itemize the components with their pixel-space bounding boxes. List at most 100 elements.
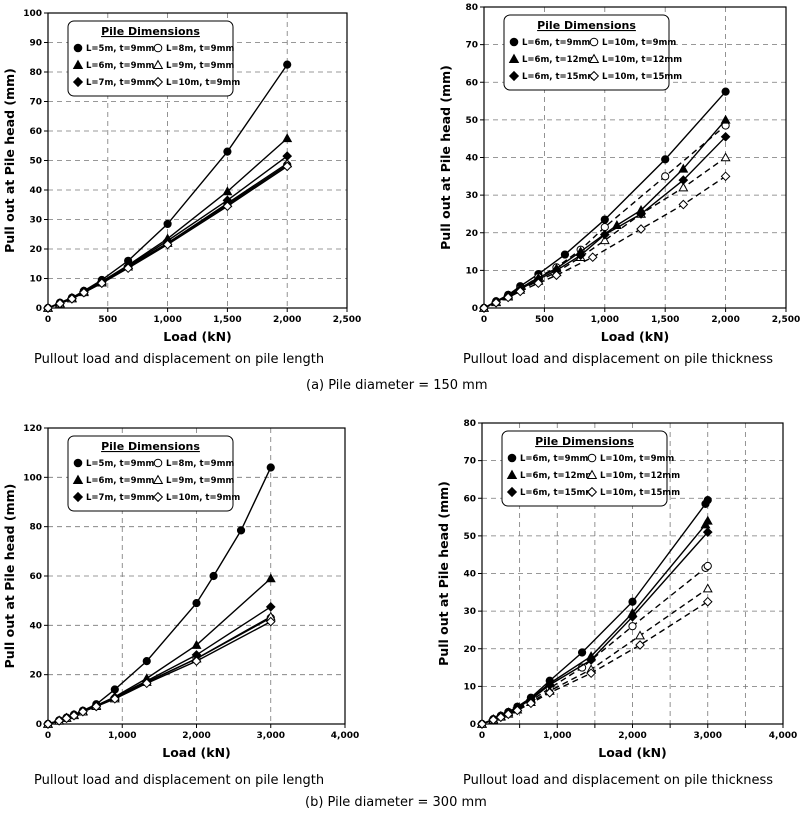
chart-a1-legend-marker: [73, 43, 83, 53]
chart-b2-series-l-6m-t-9mm-point: [703, 496, 712, 505]
chart-a2-legend-label: L=6m, t=12mm: [522, 55, 596, 65]
chart-a1-legend-label: L=8m, t=9mm: [166, 44, 234, 54]
chart-b1-series-l-10m-t-9mm-point: [43, 719, 53, 729]
chart-b1-series-l-10m-t-9mm-point: [54, 715, 64, 726]
chart-b1-series-l-10m-t-9mm-point: [109, 693, 120, 704]
chart-b2-xtick-label: 0: [479, 731, 485, 741]
chart-panel-a2: 0 500 1,000 1,500 2,000 2,500 0 10 20 30 40 50 60 70 8…: [430, 0, 800, 344]
chart-a2-legend-label: L=6m, t=9mm: [522, 38, 590, 48]
chart-a1-series-l-10m-t-9mm-point: [55, 298, 65, 309]
chart-b1-legend-marker: [152, 474, 164, 484]
chart-b2-series-l-6m-t-12mm-point: [702, 515, 713, 525]
chart-a2-series-l-6m-t-15mm-point: [678, 175, 689, 185]
chart-a2-series-l-10m-t-15mm-point: [515, 286, 526, 297]
chart-b2-legend-label: L=6m, t=12mm: [520, 471, 594, 481]
chart-b1-ylabel: Pull out at Pile head (mm): [2, 484, 17, 669]
chart-b2-series-l-10m-t-15mm-point: [702, 596, 713, 607]
chart-b1-series-l-5m-t-9mm-point: [236, 526, 246, 535]
chart-b1-xtick-label: 0: [45, 731, 51, 741]
chart-a2-series-l-6m-t-12mm-point: [678, 163, 689, 173]
chart-b2-ytick-label: 50: [463, 532, 476, 542]
chart-a1-series-l-10m-t-9mm-point: [79, 287, 89, 298]
chart-a1-svg: 0 500 1,000 1,500 2,000 2,500 0 10 20 30 40 50 60 70 8…: [2, 9, 361, 344]
chart-a2-series-l-10m-t-9mm-point: [600, 223, 609, 232]
chart-b2-series-l-10m-t-9mm-point: [703, 561, 712, 571]
chart-a1-series-l-5m-t-9mm-point: [283, 60, 292, 69]
chart-a2-ytick-label: 20: [465, 229, 478, 239]
chart-b1-series-l-5m-t-9mm-point: [209, 571, 218, 581]
chart-b1-legend-label: L=10m, t=9mm: [166, 493, 240, 503]
chart-a2-series-l-6m-t-15mm-point: [720, 131, 731, 142]
chart-b1-legend-title: Pile Dimensions: [101, 440, 200, 453]
figure-caption-b: (b) Pile diameter = 300 mm: [305, 795, 487, 810]
chart-a2-xtick-label: 500: [535, 315, 554, 325]
chart-b1-series-l-7m-t-9mm: [43, 601, 276, 729]
chart-a1-legend-marker: [72, 59, 84, 69]
chart-b1-ticks: 0 1,000 2,000 3,000 4,000 0 20 40 60 80 100 120: [23, 424, 359, 741]
chart-b1-legend-marker: [73, 458, 83, 468]
chart-b2-series-l-10m-t-15mm-point: [477, 719, 487, 729]
chart-a2-xlabel: Load (kN): [601, 329, 670, 344]
chart-a1-ylabel: Pull out at Pile head (mm): [2, 68, 17, 253]
chart-b2-legend-marker: [507, 453, 517, 463]
chart-b2-series-l-10m-t-15mm-point: [503, 709, 514, 720]
chart-b1-series-l-10m-t-9mm-point: [141, 678, 152, 689]
chart-a1-ytick-label: 0: [36, 304, 42, 314]
chart-b2-ytick-label: 20: [463, 645, 476, 655]
chart-b1-ytick-label: 100: [23, 473, 42, 483]
chart-a2-legend-title: Pile Dimensions: [537, 19, 636, 32]
chart-b1-series-l-10m-t-9mm-point: [78, 706, 88, 717]
chart-a2-series-l-6m-t-9mm-point: [560, 250, 570, 259]
chart-a2-series-l-6m-t-15mm-point: [599, 229, 610, 240]
chart-b2-legend-marker: [506, 486, 518, 498]
chart-b2-legend-marker: [506, 469, 518, 479]
chart-b1-series-l-10m-t-9mm-point: [91, 701, 102, 712]
chart-a2-legend-marker: [589, 37, 599, 47]
chart-b2-series-l-10m-t-15mm-point: [635, 640, 645, 650]
chart-b2-series-l-10m-t-15mm: [477, 596, 713, 729]
chart-b2-series-l-6m-t-15mm-point: [702, 527, 713, 537]
chart-a2-series-l-6m-t-9mm-point: [661, 155, 670, 164]
chart-b2-series-l-10m-t-12mm-line: [481, 587, 709, 725]
chart-a2-legend-marker: [588, 70, 600, 82]
chart-b2-legend-marker: [586, 486, 598, 498]
chart-a2-series-l-6m-t-9mm-point: [721, 87, 730, 96]
chart-a2-ytick-label: 60: [465, 78, 478, 88]
chart-b1-legend-marker: [72, 491, 84, 503]
chart-a1-series-l-10m-t-9mm-point: [123, 263, 133, 274]
chart-b2-series-l-10m-t-12mm-point: [635, 630, 646, 640]
chart-a2-series-l-10m-t-15mm-point: [678, 199, 689, 210]
chart-a1-legend: Pile Dimensions L=5m, t=9mm L=8m, t=9mm L=6…: [67, 20, 240, 97]
chart-b1-ytick-label: 40: [29, 621, 42, 631]
chart-a1-legend-label: L=9m, t=9mm: [166, 61, 234, 71]
chart-b2-legend-label: L=10m, t=9mm: [600, 454, 674, 464]
chart-a1-series-l-6m-t-9mm-point: [282, 133, 293, 143]
chart-a1-ticks: 0 500 1,000 1,500 2,000 2,500 0 10 20 30 40 50 60 70 8…: [23, 9, 361, 325]
chart-panel-a1: 0 500 1,000 1,500 2,000 2,500 0 10 20 30 40 50 60 70 8…: [0, 0, 390, 344]
chart-a1-series-l-5m-t-9mm-point: [163, 219, 172, 229]
chart-b2-series-l-10m-t-15mm-point: [544, 687, 555, 698]
chart-a2-series-l-6m-t-15mm-point: [575, 250, 586, 261]
chart-b2-series-l-6m-t-9mm-point: [628, 597, 637, 606]
chart-b1-legend-box: [67, 435, 234, 512]
chart-b1-xtick-label: 3,000: [257, 731, 285, 741]
chart-a2-series-l-10m-t-15mm-point: [503, 292, 514, 303]
chart-a2-legend-marker: [588, 53, 600, 63]
chart-b2-ytick-label: 0: [470, 720, 476, 730]
chart-a2-series-l-10m-t-15mm: [479, 171, 731, 313]
chart-b2-series-l-6m-t-15mm: [477, 527, 713, 729]
chart-a2-series-l-6m-t-15mm-point: [636, 209, 646, 219]
chart-b2-series-l-6m-t-15mm-point: [627, 611, 638, 622]
chart-b1-legend-label: L=6m, t=9mm: [86, 476, 154, 486]
chart-a2-legend-label: L=10m, t=12mm: [602, 55, 682, 65]
chart-a2-ytick-label: 30: [465, 191, 478, 201]
chart-a1-series-l-6m-t-9mm-point: [222, 186, 233, 196]
chart-b2-svg: 0 1,000 2,000 3,000 4,000 0 10 20 30 40 50 60 70 80 Lo…: [436, 419, 797, 760]
chart-a1-ytick-label: 70: [29, 98, 42, 108]
chart-b1-legend-label: L=5m, t=9mm: [86, 459, 154, 469]
chart-a2-xtick-label: 2,500: [772, 315, 800, 325]
chart-a1-legend-label: L=5m, t=9mm: [86, 44, 154, 54]
chart-b2-series-l-10m-t-15mm-line: [481, 601, 709, 725]
chart-a1-xtick-label: 2,000: [273, 315, 301, 325]
chart-b1-xtick-label: 2,000: [182, 731, 210, 741]
